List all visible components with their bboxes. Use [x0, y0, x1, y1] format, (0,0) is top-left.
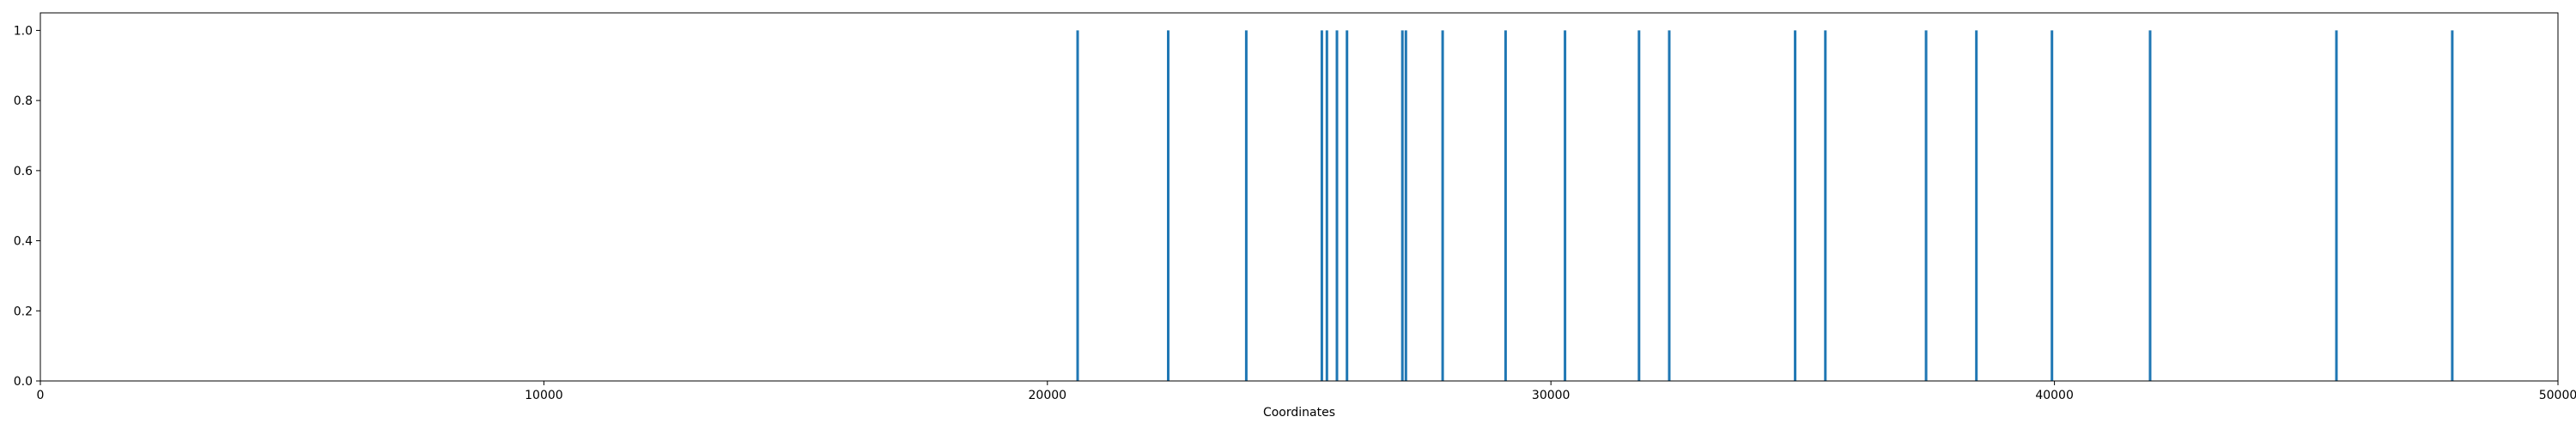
- x-tick-label: 30000: [1532, 389, 1571, 402]
- y-tick-label: 1.0: [14, 24, 33, 38]
- bar-16: [1924, 30, 1928, 382]
- bar-2: [1244, 30, 1248, 382]
- bar-14: [1794, 30, 1797, 382]
- bar-11: [1564, 30, 1567, 382]
- bar-17: [1975, 30, 1978, 382]
- bar-9: [1441, 30, 1444, 382]
- x-tick-label: 0: [37, 389, 45, 402]
- bar-18: [2050, 30, 2054, 382]
- bar-0: [1076, 30, 1079, 382]
- plot-frame: [39, 12, 2559, 382]
- x-tick-label: 20000: [1029, 389, 1067, 402]
- bar-15: [1824, 30, 1827, 382]
- y-tick-label: 0.8: [14, 94, 33, 108]
- bar-8: [1404, 30, 1407, 382]
- x-tick-label: 10000: [525, 389, 563, 402]
- bar-12: [1637, 30, 1641, 382]
- bar-7: [1400, 30, 1404, 382]
- y-axis: 0.0 0.2 0.4 0.6 0.8 1.0: [14, 24, 40, 389]
- bar-21: [2451, 30, 2454, 382]
- x-axis: 0 10000 20000 30000 40000 50000: [37, 381, 2576, 402]
- bar-13: [1668, 30, 1671, 382]
- bar-3: [1320, 30, 1323, 382]
- bar-10: [1504, 30, 1507, 382]
- y-tick-label: 0.6: [14, 165, 33, 178]
- bars-layer: [1076, 30, 2454, 382]
- bar-4: [1325, 30, 1328, 382]
- x-tick-label: 50000: [2539, 389, 2576, 402]
- y-tick-label: 0.4: [14, 235, 33, 249]
- bar-20: [2335, 30, 2338, 382]
- bar-19: [2148, 30, 2152, 382]
- y-tick-label: 0.2: [14, 305, 33, 318]
- bar-1: [1167, 30, 1170, 382]
- x-tick-label: 40000: [2035, 389, 2074, 402]
- x-axis-label: Coordinates: [1263, 406, 1335, 420]
- bar-5: [1335, 30, 1339, 382]
- y-tick-label: 0.0: [14, 375, 33, 389]
- bar-6: [1346, 30, 1349, 382]
